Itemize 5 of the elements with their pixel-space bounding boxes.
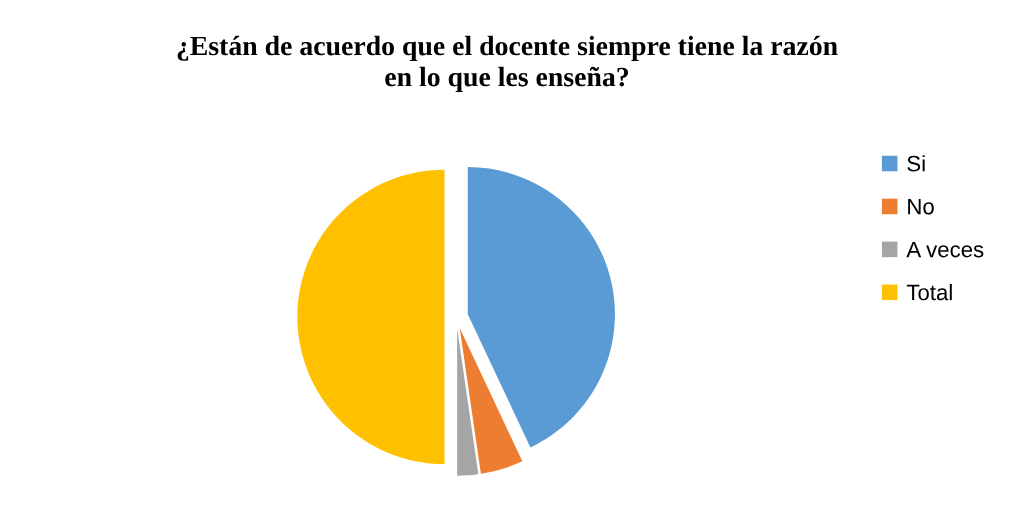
legend-label: Total (906, 284, 952, 301)
legend-label: A veces (906, 241, 984, 258)
legend-label: Si (907, 155, 925, 172)
chart-title: ¿Están de acuerdo que el docente siempre tiene la razón en lo que les enseña? (177, 35, 838, 93)
legend-label: No (908, 198, 934, 215)
